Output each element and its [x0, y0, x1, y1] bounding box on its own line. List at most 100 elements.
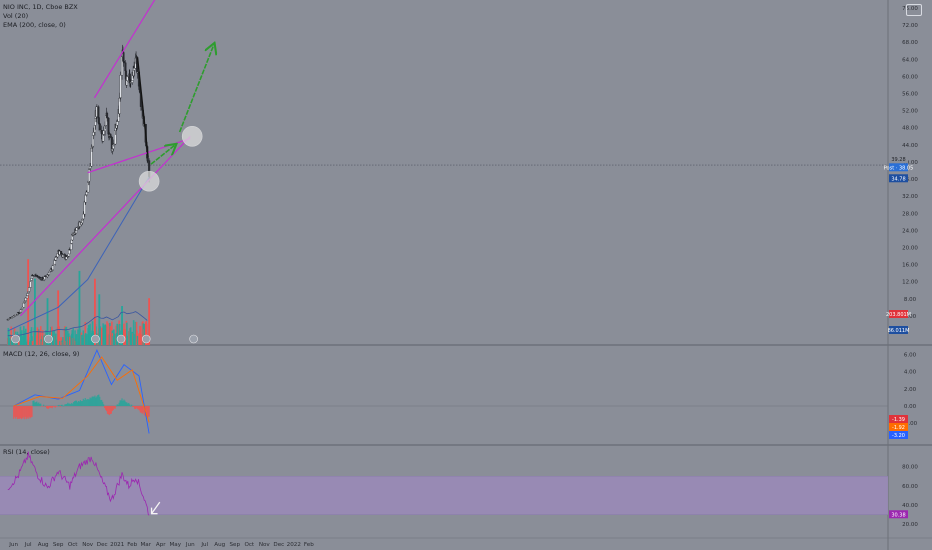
- macd-histogram-bar: [139, 406, 142, 413]
- macd-histogram-bar: [15, 406, 18, 417]
- symbol-title[interactable]: NIO INC, 1D, Cboe BZX: [3, 3, 78, 11]
- macd-histogram-bar: [46, 406, 49, 409]
- volume-bars: [7, 259, 151, 345]
- volume-label: 203.801M: [886, 312, 911, 318]
- macd-value-label-bg: [889, 431, 908, 439]
- macd-value-label-bg: [889, 423, 908, 431]
- vol-legend[interactable]: Vol (20): [3, 12, 29, 20]
- price-tick-label: 16.00: [902, 263, 918, 269]
- macd-panel: [0, 348, 888, 434]
- macd-histogram-bar: [21, 406, 23, 419]
- volume-bar: [24, 328, 27, 345]
- macd-histogram-bar: [18, 406, 21, 419]
- macd-histogram-bar: [69, 403, 71, 406]
- macd-histogram-bar: [112, 406, 114, 410]
- macd-histogram-bar: [142, 406, 144, 413]
- volume-bar: [65, 326, 68, 345]
- macd-histogram-bar: [31, 406, 33, 417]
- volume-bar: [74, 330, 76, 345]
- candle-body: [55, 256, 58, 258]
- macd-histogram-bar: [133, 406, 135, 407]
- volume-bar: [68, 336, 71, 345]
- volume-label: 86.011M: [888, 328, 910, 334]
- volume-bar: [35, 335, 37, 345]
- macd-tick-label: 2.00: [904, 387, 917, 393]
- price-tick-label: 8.00: [904, 297, 917, 303]
- time-tick-label: 2021: [110, 542, 125, 548]
- macd-histogram-bar: [67, 402, 69, 406]
- macd-histogram-bar: [73, 401, 75, 406]
- macd-value-label: -1.39: [892, 417, 905, 423]
- candle-body: [65, 256, 68, 260]
- macd-histogram-bar: [81, 400, 83, 406]
- volume-spike: [148, 298, 151, 345]
- volume-bar: [71, 330, 73, 345]
- time-tick-label: Oct: [244, 542, 254, 548]
- volume-label-bg: [889, 326, 908, 334]
- volume-bar: [140, 334, 142, 345]
- macd-histogram-bar: [26, 406, 28, 418]
- rsi-title[interactable]: RSI (14, close): [3, 448, 50, 456]
- projection-arrow: [150, 145, 175, 165]
- macd-title[interactable]: MACD (12, 26, close, 9): [3, 350, 80, 358]
- candle-body: [105, 112, 109, 119]
- rsi-tick-label: 20.00: [902, 522, 918, 528]
- macd-histogram-bar: [128, 402, 130, 406]
- macd-histogram-bar: [95, 397, 97, 406]
- ema-legend[interactable]: EMA (200, close, 0): [3, 21, 66, 29]
- candle-body: [67, 253, 70, 257]
- time-tick-label: Jun: [185, 542, 195, 548]
- candle-body: [84, 194, 87, 203]
- candle-body: [146, 157, 149, 161]
- macd-histogram-bar: [44, 405, 47, 407]
- macd-histogram-bar: [40, 403, 42, 406]
- signal-line: [13, 356, 150, 423]
- volume-bar: [75, 334, 78, 345]
- macd-histogram-bar: [22, 406, 24, 418]
- candle-body: [126, 76, 129, 81]
- price-tick-label: 56.00: [902, 92, 918, 98]
- macd-histogram-bar: [122, 400, 124, 406]
- macd-histogram-bar: [119, 400, 121, 406]
- macd-tick-label: -2.00: [903, 421, 918, 427]
- settings-button[interactable]: [906, 4, 922, 16]
- macd-histogram-bar: [65, 404, 67, 406]
- rsi-legend: RSI (14, close): [3, 448, 50, 457]
- macd-histogram-bar: [64, 404, 66, 406]
- candle-body: [22, 302, 25, 308]
- time-tick-label: Jul: [24, 542, 32, 548]
- volume-bar: [54, 333, 57, 345]
- macd-histogram-bar: [134, 406, 136, 409]
- candle-body: [112, 143, 115, 145]
- macd-histogram-bar: [28, 406, 30, 417]
- macd-histogram-bar: [115, 405, 117, 407]
- candle-body: [119, 75, 122, 98]
- volume-bar: [51, 326, 53, 345]
- rsi-tick-label: 40.00: [902, 503, 918, 509]
- rsi-band: [0, 476, 888, 515]
- candle-body: [26, 293, 29, 296]
- macd-histogram-bar: [59, 406, 61, 407]
- volume-bar: [136, 335, 139, 345]
- macd-histogram-bar: [125, 402, 127, 406]
- macd-histogram-bar: [75, 400, 78, 406]
- event-marker: [91, 334, 100, 344]
- macd-histogram-bar: [70, 404, 72, 406]
- volume-spike: [78, 270, 81, 345]
- macd-histogram-bar: [102, 401, 104, 406]
- volume-bar: [38, 330, 41, 345]
- time-tick-label: Sep: [230, 542, 241, 548]
- macd-histogram-bar: [61, 404, 63, 406]
- macd-tick-label: 6.00: [904, 352, 917, 358]
- macd-histogram-bar: [25, 406, 27, 420]
- macd-histogram-bar: [68, 403, 70, 406]
- macd-histogram-bar: [76, 402, 79, 406]
- macd-histogram-bar: [74, 401, 76, 406]
- candle-body: [89, 166, 92, 169]
- candle-body: [38, 276, 41, 278]
- volume-bar: [21, 336, 24, 345]
- macd-histogram-bar: [52, 406, 54, 407]
- macd-histogram-bar: [24, 406, 26, 417]
- macd-histogram-bar: [129, 404, 131, 406]
